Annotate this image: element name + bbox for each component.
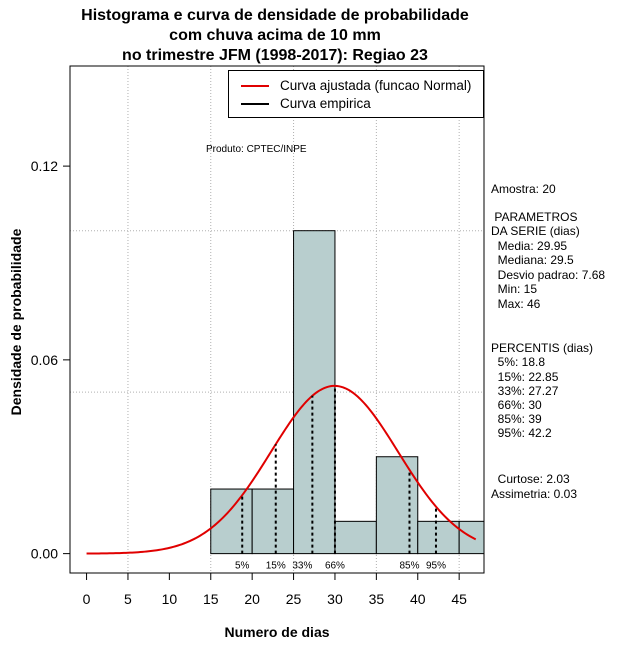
y-tick-label: 0.00 xyxy=(31,546,58,562)
param-header-1: PARAMETROS xyxy=(491,210,578,224)
legend-empirical-label: Curva empirica xyxy=(280,96,371,111)
black-line-swatch xyxy=(241,102,269,105)
produto-label: Produto: CPTEC/INPE xyxy=(206,144,307,155)
legend-item-fitted: Curva ajustada (funcao Normal) xyxy=(241,78,471,93)
x-tick-label: 20 xyxy=(244,591,260,607)
legend-item-empirical: Curva empirica xyxy=(241,96,371,111)
x-tick-label: 25 xyxy=(286,591,302,607)
stat-desvio: Desvio padrao: 7.68 xyxy=(491,268,606,282)
y-axis-label: Densidade de probabilidade xyxy=(8,228,24,416)
histogram-bar xyxy=(334,520,377,555)
histogram-bar xyxy=(417,520,460,555)
histogram-bar xyxy=(293,230,336,555)
stat-p66: 66%: 30 xyxy=(491,398,542,412)
stat-p15: 15%: 22.85 xyxy=(491,370,559,384)
percentile-label: 66% xyxy=(325,561,345,572)
histogram-bar xyxy=(251,488,295,555)
stat-p5: 5%: 18.8 xyxy=(491,355,546,369)
x-tick-label: 10 xyxy=(162,591,178,607)
x-tick-label: 35 xyxy=(369,591,385,607)
x-axis-label: Numero de dias xyxy=(224,624,330,640)
stat-max: Max: 46 xyxy=(491,297,541,311)
stat-media: Media: 29.95 xyxy=(491,239,568,253)
percentile-label: 5% xyxy=(235,561,250,572)
x-tick-label: 15 xyxy=(203,591,219,607)
x-tick-label: 45 xyxy=(451,591,467,607)
legend: Curva ajustada (funcao Normal) Curva emp… xyxy=(228,70,484,118)
percentile-label: 33% xyxy=(292,561,312,572)
stat-p95: 95%: 42.2 xyxy=(491,426,552,440)
x-tick-label: 5 xyxy=(124,591,132,607)
percentis-header: PERCENTIS (dias) xyxy=(491,341,594,355)
legend-fitted-label: Curva ajustada (funcao Normal) xyxy=(280,78,472,93)
x-tick-label: 40 xyxy=(410,591,426,607)
stat-curtose: Curtose: 2.03 xyxy=(491,472,570,486)
x-tick-label: 30 xyxy=(327,591,343,607)
chart-title-line-2: com chuva acima de 10 mm xyxy=(169,27,381,44)
chart-title-line-1: Histograma e curva de densidade de proba… xyxy=(81,7,469,24)
percentile-label: 15% xyxy=(266,561,286,572)
y-tick-label: 0.06 xyxy=(31,352,58,368)
red-line-swatch xyxy=(241,84,269,87)
normal-density-curve xyxy=(86,384,477,555)
stat-assimetria: Assimetria: 0.03 xyxy=(491,487,578,501)
stat-p85: 85%: 39 xyxy=(491,412,542,426)
chart-title-line-3: no trimestre JFM (1998-2017): Regiao 23 xyxy=(122,47,428,64)
y-tick-label: 0.12 xyxy=(31,158,58,174)
stat-min: Min: 15 xyxy=(491,282,538,296)
stat-mediana: Mediana: 29.5 xyxy=(491,253,574,267)
histogram-bar xyxy=(210,488,253,555)
stat-amostra: Amostra: 20 xyxy=(491,182,556,196)
stat-p33: 33%: 27.27 xyxy=(491,384,559,398)
percentile-label: 95% xyxy=(426,561,446,572)
param-header-2: DA SERIE (dias) xyxy=(491,224,580,238)
percentile-label: 85% xyxy=(399,561,419,572)
x-tick-label: 0 xyxy=(83,591,91,607)
histogram-bar xyxy=(458,520,484,555)
